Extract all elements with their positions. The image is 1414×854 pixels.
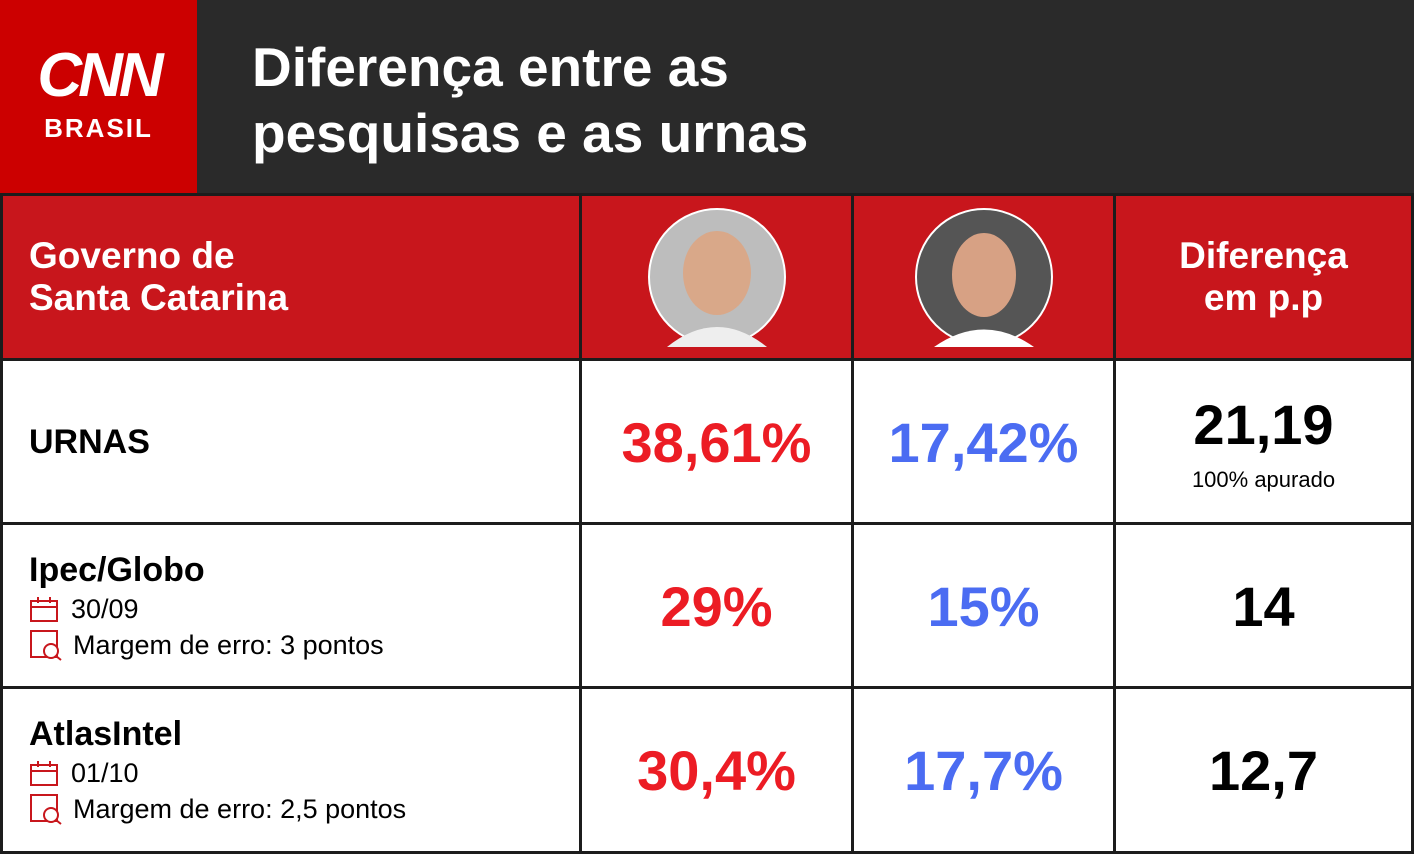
source: AtlasIntel bbox=[29, 715, 183, 753]
race-header: Governo de Santa Catarina bbox=[0, 193, 582, 361]
race-line: Santa Catarina bbox=[29, 277, 289, 318]
difference-header: Diferença em p.p bbox=[1113, 193, 1414, 361]
candidate-2-cell: 17,7% bbox=[851, 686, 1116, 854]
candidate-1-value: 30,4% bbox=[637, 738, 796, 802]
logo-sub: BRASIL bbox=[44, 113, 153, 143]
difference-value: 21,19 bbox=[1193, 392, 1334, 456]
margin-text: Margem de erro: 3 pontos bbox=[73, 629, 384, 660]
candidate-1-photo bbox=[647, 208, 786, 347]
difference-cell: 12,7 bbox=[1113, 686, 1414, 854]
candidate-1-value: 38,61% bbox=[621, 410, 812, 474]
candidate-2-value: 15% bbox=[927, 574, 1040, 638]
title: Diferença entre as pesquisas e as urnas bbox=[252, 34, 808, 166]
candidate-2-cell: 17,42% bbox=[851, 358, 1116, 526]
candidate-1-header bbox=[579, 193, 854, 361]
chart-icon bbox=[30, 630, 62, 661]
calendar-icon bbox=[30, 596, 58, 622]
margin-text: Margem de erro: 2,5 pontos bbox=[73, 793, 407, 824]
date: 01/10 bbox=[29, 758, 579, 789]
top-bar bbox=[0, 0, 1414, 193]
candidate-1-cell: 38,61% bbox=[579, 358, 854, 526]
chart-icon bbox=[30, 794, 62, 825]
logo-name: CNN bbox=[37, 41, 163, 110]
difference-line: Diferença bbox=[1179, 235, 1348, 276]
row-label: AtlasIntel 01/10 Margem de erro: 2,5 ponto… bbox=[0, 686, 582, 854]
row-label: URNAS bbox=[0, 358, 582, 526]
difference-value: 12,7 bbox=[1209, 738, 1318, 802]
candidate-2-value: 17,42% bbox=[888, 410, 1079, 474]
candidate-1-cell: 30,4% bbox=[579, 686, 854, 854]
candidate-2-cell: 15% bbox=[851, 522, 1116, 690]
row-label: Ipec/Globo 30/09 Margem de erro: 3 pontos bbox=[0, 522, 582, 690]
candidate-2-header bbox=[851, 193, 1116, 361]
title-line: pesquisas e as urnas bbox=[252, 102, 809, 164]
difference-cell: 21,19 100% apurado bbox=[1113, 358, 1414, 526]
date-text: 01/10 bbox=[71, 758, 139, 788]
date: 30/09 bbox=[29, 594, 579, 625]
source: URNAS bbox=[29, 422, 150, 461]
candidate-1-value: 29% bbox=[660, 574, 773, 638]
source: Ipec/Globo bbox=[29, 551, 205, 589]
race-line: Governo de bbox=[29, 235, 235, 276]
candidate-2-value: 17,7% bbox=[904, 738, 1063, 802]
candidate-1-cell: 29% bbox=[579, 522, 854, 690]
difference-cell: 14 bbox=[1113, 522, 1414, 690]
title-line: Diferença entre as bbox=[252, 36, 729, 98]
difference-line: em p.p bbox=[1203, 277, 1324, 318]
margin: Margem de erro: 2,5 pontos bbox=[29, 793, 579, 825]
logo: CNN BRASIL bbox=[0, 0, 197, 193]
note: 100% apurado bbox=[1191, 466, 1336, 492]
calendar-icon bbox=[30, 760, 58, 786]
date-text: 30/09 bbox=[71, 594, 139, 624]
margin: Margem de erro: 3 pontos bbox=[29, 629, 579, 661]
difference-value: 14 bbox=[1232, 574, 1295, 638]
candidate-2-photo bbox=[914, 208, 1053, 347]
